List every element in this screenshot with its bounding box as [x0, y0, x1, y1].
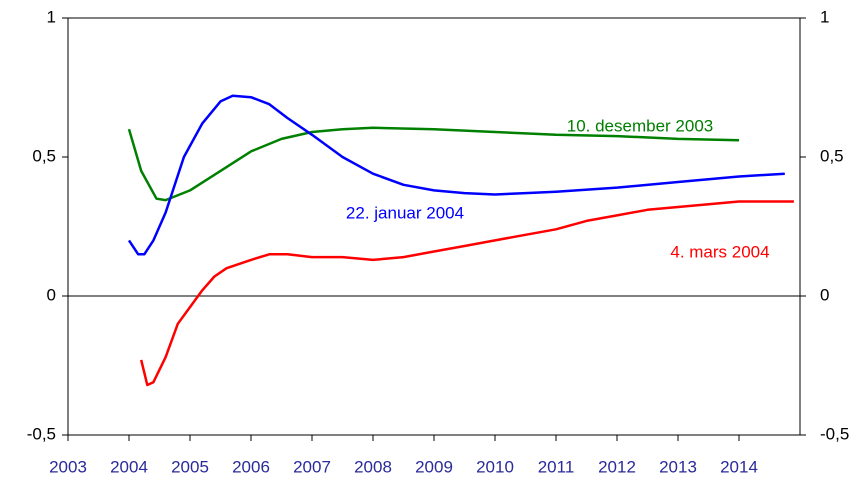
- y-tick-label: 0: [47, 285, 56, 304]
- y2-tick-label: -0,5: [820, 424, 849, 443]
- x-tick-label: 2004: [110, 457, 148, 476]
- x-tick-label: 2012: [598, 457, 636, 476]
- x-tick-label: 2010: [476, 457, 514, 476]
- y2-tick-label: 0,5: [820, 146, 844, 165]
- x-tick-label: 2014: [720, 457, 758, 476]
- series-label: 4. mars 2004: [670, 242, 769, 261]
- plot-frame: [67, 17, 801, 436]
- y-tick-label: -0,5: [27, 424, 56, 443]
- y-tick-label: 1: [47, 7, 56, 26]
- y-tick-label: 0,5: [32, 146, 56, 165]
- y2-tick-label: 1: [820, 7, 829, 26]
- x-tick-label: 2005: [171, 457, 209, 476]
- x-tick-label: 2003: [49, 457, 87, 476]
- series-line: [127, 126, 740, 202]
- series-line: [127, 94, 785, 256]
- x-tick-label: 2008: [354, 457, 392, 476]
- series-line: [139, 200, 794, 387]
- x-tick-label: 2007: [293, 457, 331, 476]
- series-label: 22. januar 2004: [346, 203, 464, 222]
- x-tick-label: 2013: [659, 457, 697, 476]
- y2-tick-label: 0: [820, 285, 829, 304]
- x-tick-label: 2009: [415, 457, 453, 476]
- series-label: 10. desember 2003: [567, 116, 714, 135]
- x-tick-label: 2011: [538, 457, 575, 476]
- x-tick-label: 2006: [232, 457, 270, 476]
